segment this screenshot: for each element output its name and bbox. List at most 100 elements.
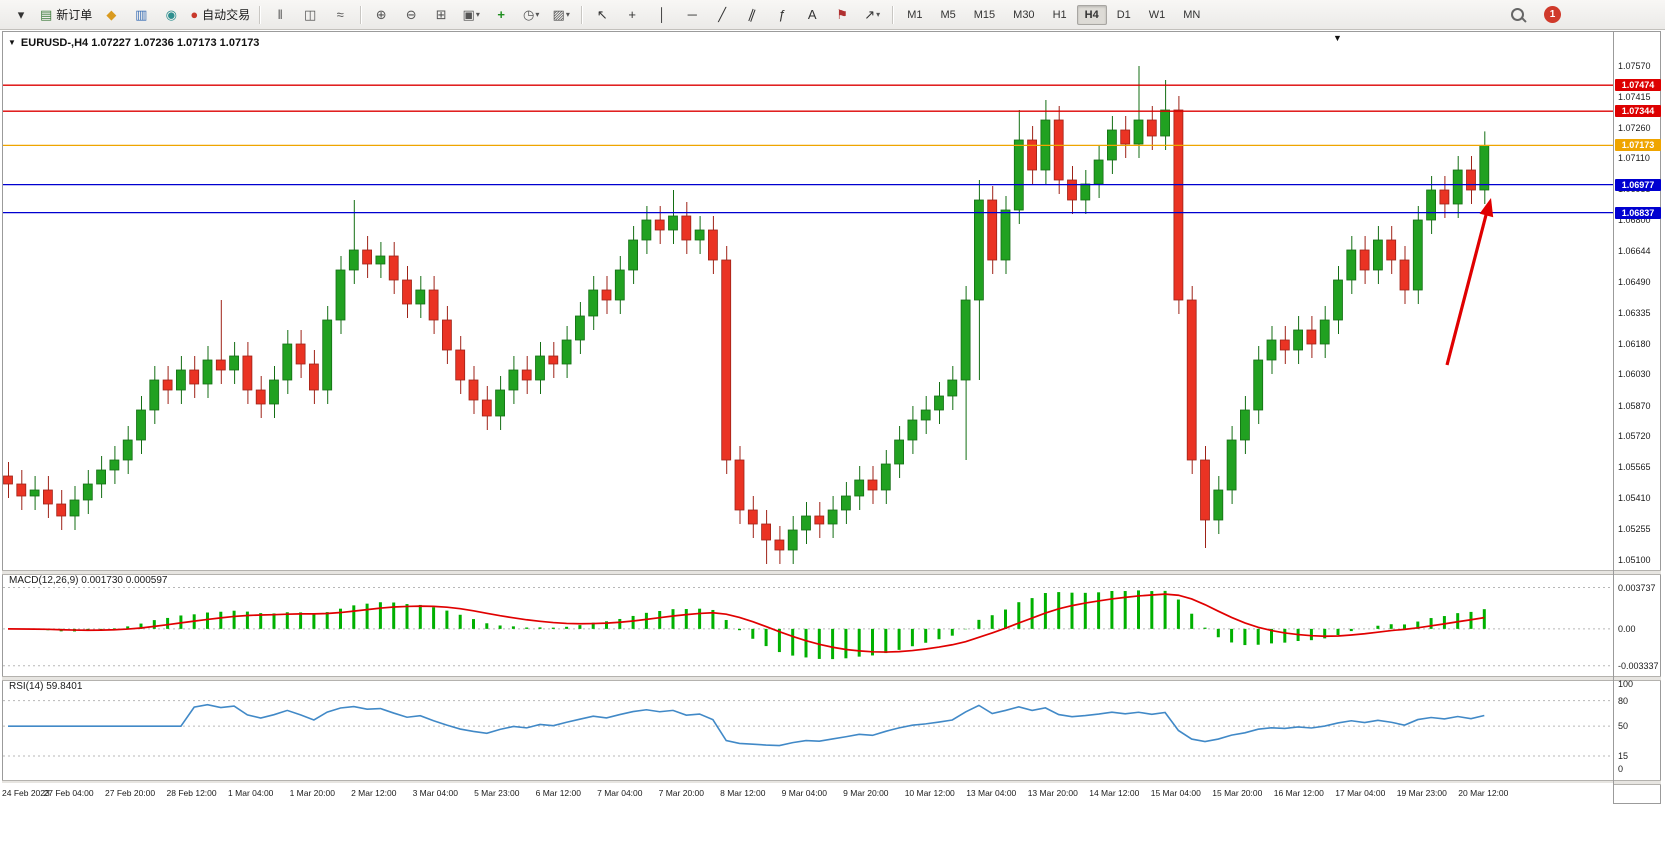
chart-title: ▼ EURUSD-,H4 1.07227 1.07236 1.07173 1.0…: [8, 37, 259, 49]
rsi-tick-label: 50: [1618, 721, 1629, 732]
data-window-icon: ◉: [165, 7, 177, 22]
price-tick-label: 1.05870: [1618, 401, 1651, 411]
chart-object-marker-icon: ▼: [1333, 33, 1342, 43]
line-chart-button[interactable]: ≈: [325, 2, 355, 28]
timeframe-w1-button[interactable]: W1: [1148, 8, 1166, 21]
timeframe-d1-button[interactable]: D1: [1116, 8, 1131, 21]
search-button[interactable]: [1502, 2, 1532, 28]
rsi-tick-label: 15: [1618, 750, 1629, 761]
timeframe-h4-button[interactable]: H4: [1076, 4, 1107, 25]
time-axis-label: 9 Mar 04:00: [781, 788, 828, 798]
templates-button[interactable]: ▨ ▾: [546, 2, 576, 28]
main-toolbar: ▾ ▤ 新订单 ◆ ▥ ◉ ● 自动交易 ‖ ◫ ≈ ⊕: [0, 0, 1665, 30]
chevron-down-icon: ▾: [475, 9, 480, 19]
zoom-in-button[interactable]: ⊕: [366, 2, 396, 28]
data-window-button[interactable]: ◉: [156, 2, 186, 28]
time-axis-label: 28 Feb 12:00: [166, 788, 217, 798]
cursor-tool-button[interactable]: ↖: [587, 2, 617, 28]
time-axis-label: 27 Feb 04:00: [43, 788, 94, 798]
time-axis-label: 15 Mar 20:00: [1212, 788, 1263, 798]
crosshair-tool-button[interactable]: +: [617, 2, 647, 28]
chart-list-icon: ◆: [106, 7, 117, 22]
time-axis-label: 7 Mar 04:00: [597, 788, 643, 798]
rsi-tick-label: 0: [1618, 763, 1624, 774]
label-flag-icon: ⚑: [836, 7, 849, 22]
timeframe-m5-button[interactable]: M5: [940, 8, 956, 21]
price-tick-label: 1.05255: [1618, 524, 1651, 534]
price-axis[interactable]: 1.075701.074151.072601.071101.069551.068…: [1615, 0, 1663, 806]
periods-button[interactable]: ◷ ▾: [516, 2, 546, 28]
macd-tick-label: 0.003737: [1618, 582, 1656, 593]
macd-pane-splitter[interactable]: [2, 570, 1661, 575]
fibonacci-tool-button[interactable]: ƒ: [767, 2, 797, 28]
zoom-in-icon: ⊕: [375, 7, 387, 22]
macd-indicator-label: MACD(12,26,9) 0.001730 0.000597: [7, 575, 170, 586]
price-tick-label: 1.06180: [1618, 339, 1651, 349]
chart-window: [2, 31, 1661, 804]
price-tick-label: 1.06335: [1618, 308, 1651, 318]
auto-trading-label: 自动交易: [202, 8, 251, 22]
time-axis-label: 1 Mar 20:00: [289, 788, 335, 798]
rsi-pane-splitter[interactable]: [2, 676, 1661, 681]
channel-icon: ∥: [746, 6, 758, 23]
toolbar-separator: [581, 5, 583, 24]
price-line-badge: 1.07173: [1615, 139, 1661, 152]
channel-tool-button[interactable]: ∥: [737, 2, 767, 28]
time-axis-label: 1 Mar 04:00: [228, 788, 274, 798]
fibonacci-icon: ƒ: [778, 7, 786, 22]
line-chart-icon: ≈: [336, 7, 344, 22]
rsi-indicator-label: RSI(14) 59.8401: [7, 681, 85, 692]
zoom-out-button[interactable]: ⊖: [396, 2, 426, 28]
chevron-down-icon: ▾: [535, 9, 540, 19]
time-axis-label: 14 Mar 12:00: [1089, 788, 1140, 798]
time-axis-label: 15 Mar 04:00: [1150, 788, 1201, 798]
price-tick-label: 1.05100: [1618, 555, 1651, 565]
toolbar-right-group: 1: [1502, 2, 1561, 28]
new-order-button[interactable]: ▤ 新订单: [36, 2, 96, 28]
label-tool-button[interactable]: ⚑: [827, 2, 857, 28]
bar-chart-icon: ‖: [277, 7, 283, 22]
new-chart-button[interactable]: ▣ ▾: [456, 2, 486, 28]
timeframe-m30-button[interactable]: M30: [1013, 8, 1035, 21]
charts-menu-button[interactable]: ▾: [6, 2, 36, 28]
time-axis-label: 17 Mar 04:00: [1335, 788, 1386, 798]
candlestick-chart-button[interactable]: ◫: [295, 2, 325, 28]
macd-tick-label: 0.00: [1618, 623, 1636, 634]
text-tool-button[interactable]: A: [797, 2, 827, 28]
price-tick-label: 1.06644: [1618, 246, 1651, 257]
price-tick-label: 1.05410: [1618, 493, 1651, 503]
trendline-tool-button[interactable]: ╱: [707, 2, 737, 28]
new-order-icon: ▤: [40, 7, 53, 22]
time-axis-label: 24 Feb 2023: [2, 788, 50, 798]
market-watch-button[interactable]: ▥: [126, 2, 156, 28]
toolbar-separator: [259, 5, 261, 24]
timeframe-toolbar: M1 M5 M15 M30 H1 H4 D1 W1 MN: [898, 4, 1209, 25]
search-icon: [1510, 8, 1524, 21]
timeframe-m1-button[interactable]: M1: [907, 8, 923, 21]
timeframe-h1-button[interactable]: H1: [1052, 8, 1067, 21]
price-line-badge: 1.06837: [1615, 206, 1661, 219]
chevron-down-icon: ▾: [876, 9, 881, 19]
timeframe-m15-button[interactable]: M15: [973, 8, 996, 21]
new-chart-icon: ▣: [462, 7, 475, 22]
tile-windows-button[interactable]: ⊞: [426, 2, 456, 28]
notification-badge[interactable]: 1: [1544, 6, 1561, 23]
new-order-label: 新订单: [56, 8, 93, 22]
one-click-toggle-icon[interactable]: ▼: [8, 38, 16, 47]
time-axis-label: 5 Mar 23:00: [474, 788, 520, 798]
chart-list-button[interactable]: ◆: [96, 2, 126, 28]
price-tick-label: 1.06800: [1618, 215, 1651, 225]
time-axis-label: 16 Mar 12:00: [1273, 788, 1324, 798]
trendline-icon: ╱: [718, 7, 727, 22]
vertical-line-tool-button[interactable]: │: [647, 2, 677, 28]
time-axis[interactable]: 24 Feb 2023 27 Feb 04:00 27 Feb 20:00 28 Fe…: [0, 783, 1613, 805]
time-axis-label: 9 Mar 20:00: [843, 788, 889, 798]
add-indicator-button[interactable]: +: [486, 2, 516, 28]
auto-trading-button[interactable]: ● 自动交易: [186, 2, 254, 28]
arrow-objects-button[interactable]: ↗ ▾: [857, 2, 887, 28]
horizontal-line-tool-button[interactable]: ─: [677, 2, 707, 28]
bar-chart-button[interactable]: ‖: [265, 2, 295, 28]
vertical-line-icon: │: [658, 7, 667, 22]
timeframe-mn-button[interactable]: MN: [1183, 8, 1201, 21]
